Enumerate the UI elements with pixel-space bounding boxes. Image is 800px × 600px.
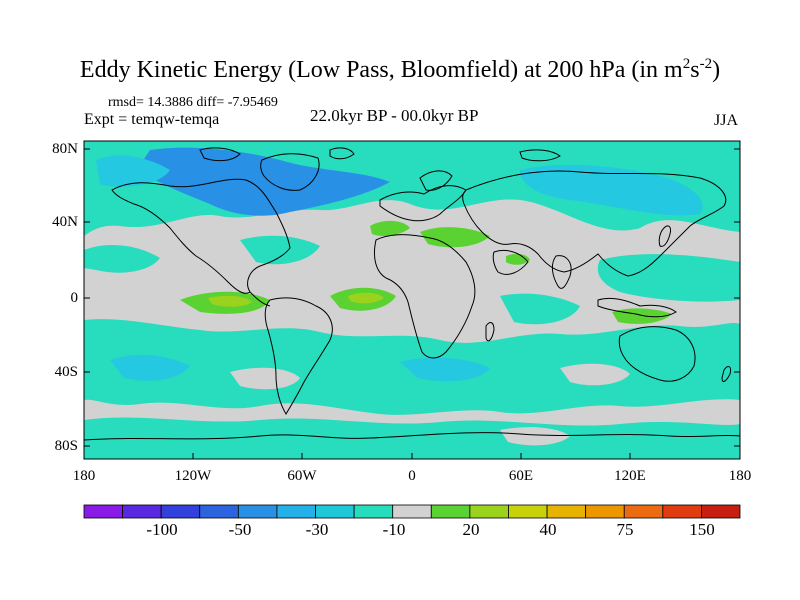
field-region-asia-cyan [520, 164, 703, 216]
field-region-antarctic-gap [500, 427, 570, 446]
field-region-mideast-green [370, 220, 410, 236]
colorbar-label-1: -50 [228, 520, 252, 539]
coastlines [84, 147, 740, 441]
field-region-south-cyan [110, 354, 190, 381]
field-region-antarctic-band [84, 417, 740, 459]
coast-greenland [260, 153, 320, 191]
field-region-north-cyan [96, 155, 170, 187]
coast-north-america [111, 178, 291, 294]
tick-marks [83, 148, 741, 459]
colorbar-swatch-14 [623, 504, 664, 519]
field-region-pacific-teal [84, 244, 160, 273]
colorbar-label-0: -100 [146, 520, 178, 539]
x-label-120w: 120W [174, 468, 212, 484]
field-region-pacific-east-teal [597, 254, 740, 302]
coast-south-america [264, 297, 333, 415]
field-region-east-pacific-yellow [208, 295, 252, 307]
colorbar-swatch-13 [585, 504, 625, 519]
season-label: JJA [713, 112, 738, 129]
x-label-180w: 180 [72, 468, 96, 484]
colorbar-swatch-15 [662, 504, 702, 519]
coast-india [551, 255, 572, 289]
colorbar-swatch-3 [199, 504, 239, 519]
coast-scandinavia [419, 170, 453, 191]
colorbar [83, 504, 741, 519]
colorbar-swatch-11 [508, 504, 548, 519]
coast-indonesia [597, 297, 677, 318]
coast-asia [462, 170, 727, 277]
colorbar-swatch-1 [122, 504, 162, 519]
x-label-120e: 120E [614, 468, 646, 484]
colorbar-label-2: -30 [305, 520, 329, 539]
coast-japan [658, 225, 671, 247]
field-region-mediterranean-green [420, 227, 490, 248]
colorbar-swatch-8 [392, 504, 432, 519]
x-label-0: 0 [408, 468, 416, 484]
colorbar-swatch-4 [237, 504, 278, 519]
coast-antarctica [84, 432, 740, 441]
colorbar-swatch-12 [546, 504, 587, 519]
map-title: Eddy Kinetic Energy (Low Pass, Bloomfiel… [79, 56, 721, 83]
field-region-arabia-green [506, 253, 530, 265]
field-region-south-gap-2 [560, 363, 630, 386]
coast-central-america [249, 291, 271, 307]
y-label-40n: 40N [52, 214, 78, 230]
y-label-0: 0 [70, 290, 79, 306]
colorbar-swatch-9 [430, 504, 471, 519]
colorbar-label-3: -10 [382, 520, 406, 539]
colorbar-swatch-10 [469, 504, 509, 519]
coast-arctic-islands [199, 147, 561, 162]
coast-europe [379, 185, 467, 222]
y-label-80n: 80N [52, 141, 78, 157]
x-label-180e: 180 [728, 468, 752, 484]
coast-australia [618, 326, 696, 382]
y-label-80s: 80S [54, 438, 78, 454]
experiment-label: Expt = temqw-temqa [84, 111, 220, 128]
coast-madagascar [485, 322, 495, 342]
coast-arabia [492, 249, 529, 275]
field-region-south-gap-1 [230, 367, 300, 390]
colorbar-swatch-6 [315, 504, 355, 519]
field-layer [84, 141, 740, 459]
field-region-atlantic-yellow [348, 292, 384, 304]
period-label: 22.0kyr BP - 00.0kyr BP [310, 106, 479, 125]
coast-africa [373, 234, 476, 359]
colorbar-swatch-16 [701, 504, 741, 519]
stats-text: rmsd= 14.3886 diff= -7.95469 [108, 95, 278, 110]
y-label-40s: 40S [54, 364, 78, 380]
field-region-north-blue [138, 147, 390, 216]
colorbar-label-4: 20 [462, 520, 480, 539]
colorbar-swatch-5 [276, 504, 316, 519]
field-region-indian-teal [500, 293, 580, 325]
colorbar-label-6: 75 [616, 520, 634, 539]
field-region-atlantic-teal [240, 235, 320, 265]
colorbar-swatch-0 [83, 504, 123, 519]
colorbar-swatch-2 [160, 504, 201, 519]
field-region-south-cyan-2 [400, 357, 490, 382]
colorbar-label-5: 40 [539, 520, 557, 539]
coast-new-zealand [721, 366, 731, 382]
colorbar-label-7: 150 [689, 520, 715, 539]
colorbar-swatch-7 [353, 504, 394, 519]
x-label-60w: 60W [287, 468, 317, 484]
x-label-60e: 60E [508, 468, 534, 484]
